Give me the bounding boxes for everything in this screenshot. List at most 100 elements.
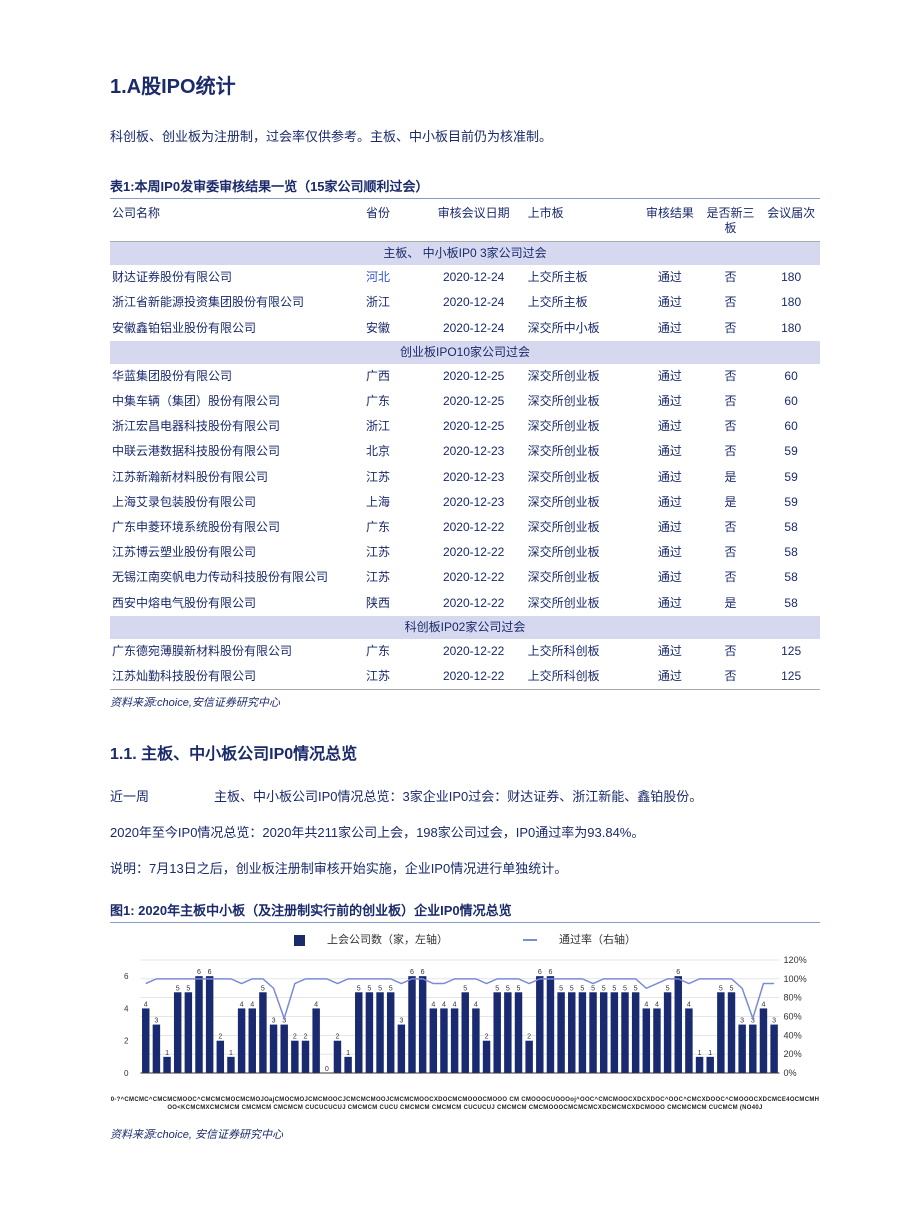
col-board: 上市板	[526, 202, 641, 242]
svg-text:5: 5	[591, 986, 595, 993]
svg-text:6: 6	[410, 970, 414, 977]
svg-text:5: 5	[389, 986, 393, 993]
para-1: 近一周 主板、中小板公司IP0情况总览：3家企业IP0过会：财达证券、浙江新能、…	[110, 784, 820, 810]
svg-text:0: 0	[124, 1069, 129, 1078]
svg-text:2: 2	[304, 1034, 308, 1041]
svg-text:6: 6	[548, 970, 552, 977]
table-row: 广东德宛薄膜新材料股份有限公司广东2020-12-22上交所科创板通过否125	[110, 639, 820, 664]
para-2: 2020年至今IP0情况总览：2020年共211家公司上会，198家公司过会，I…	[110, 820, 820, 846]
svg-text:5: 5	[261, 986, 265, 993]
legend-bar-icon	[294, 935, 305, 946]
svg-text:0%: 0%	[783, 1068, 796, 1078]
svg-text:5: 5	[495, 986, 499, 993]
svg-text:2: 2	[335, 1034, 339, 1041]
svg-text:5: 5	[730, 986, 734, 993]
legend-line-label: 通过率（右轴）	[559, 934, 636, 946]
svg-text:5: 5	[634, 986, 638, 993]
table-row: 浙江省新能源投资集团股份有限公司浙江2020-12-24上交所主板通过否180	[110, 290, 820, 315]
chart-source: 资料来源:choice, 安信证券研究中心	[110, 1126, 820, 1142]
svg-text:6: 6	[124, 973, 129, 982]
section-header: 创业板IPO10家公司过会	[110, 341, 820, 364]
col-newthird: 是否新三板	[699, 202, 762, 242]
svg-text:5: 5	[506, 986, 510, 993]
svg-text:4: 4	[250, 1002, 254, 1009]
svg-text:100%: 100%	[783, 974, 806, 984]
legend-line-icon	[523, 939, 537, 941]
legend-bar-label: 上会公司数（家，左轴）	[327, 934, 448, 946]
table-header-row: 公司名称 省份 审核会议日期 上市板 审核结果 是否新三板 会议届次	[110, 202, 820, 242]
svg-text:5: 5	[623, 986, 627, 993]
svg-text:4: 4	[124, 1005, 129, 1014]
svg-text:6: 6	[538, 970, 542, 977]
section-header: 主板、 中小板IP0 3家公司过会	[110, 241, 820, 265]
page-title: 1.A股IPO统计	[110, 70, 820, 99]
chart-area: 0%20%40%60%80%100%120%024643155662144533…	[110, 955, 820, 1085]
svg-text:1: 1	[698, 1050, 702, 1057]
svg-text:5: 5	[367, 986, 371, 993]
svg-text:4: 4	[761, 1002, 765, 1009]
svg-text:5: 5	[559, 986, 563, 993]
svg-text:4: 4	[644, 1002, 648, 1009]
table-row: 华蓝集团股份有限公司广西2020-12-25深交所创业板通过否60	[110, 364, 820, 389]
table-row: 浙江宏昌电器科技股份有限公司浙江2020-12-25深交所创业板通过否60	[110, 414, 820, 439]
table-row: 广东申菱环境系统股份有限公司广东2020-12-22深交所创业板通过否58	[110, 515, 820, 540]
svg-text:5: 5	[186, 986, 190, 993]
svg-text:5: 5	[602, 986, 606, 993]
svg-text:4: 4	[144, 1002, 148, 1009]
svg-text:4: 4	[314, 1002, 318, 1009]
table-row: 上海艾录包装股份有限公司上海2020-12-23深交所创业板通过是59	[110, 490, 820, 515]
svg-text:5: 5	[612, 986, 616, 993]
svg-text:4: 4	[240, 1002, 244, 1009]
svg-text:3: 3	[154, 1018, 158, 1025]
col-result: 审核结果	[641, 202, 699, 242]
col-session: 会议届次	[762, 202, 820, 242]
table-source: 资料来源:choice,安信证券研究中心	[110, 694, 820, 710]
col-company: 公司名称	[110, 202, 364, 242]
svg-text:4: 4	[687, 1002, 691, 1009]
svg-text:3: 3	[272, 1018, 276, 1025]
table-row: 江苏新瀚新材料股份有限公司江苏2020-12-23深交所创业板通过是59	[110, 465, 820, 490]
svg-text:1: 1	[346, 1050, 350, 1057]
subheading: 1.1. 主板、中小板公司IP0情况总览	[110, 740, 820, 764]
svg-text:5: 5	[719, 986, 723, 993]
svg-text:5: 5	[176, 986, 180, 993]
svg-text:2: 2	[124, 1037, 129, 1046]
table-row: 西安中熔电气股份有限公司陕西2020-12-22深交所创业板通过是58	[110, 591, 820, 616]
svg-text:120%: 120%	[783, 955, 806, 965]
svg-text:4: 4	[431, 1002, 435, 1009]
svg-text:1: 1	[165, 1050, 169, 1057]
svg-text:2: 2	[527, 1034, 531, 1041]
svg-text:6: 6	[421, 970, 425, 977]
svg-text:40%: 40%	[783, 1031, 801, 1041]
svg-text:1: 1	[229, 1050, 233, 1057]
chart-legend: 上会公司数（家，左轴） 通过率（右轴）	[110, 931, 820, 947]
svg-text:5: 5	[666, 986, 670, 993]
svg-text:2: 2	[485, 1034, 489, 1041]
svg-text:4: 4	[442, 1002, 446, 1009]
svg-text:5: 5	[517, 986, 521, 993]
svg-text:6: 6	[676, 970, 680, 977]
svg-text:5: 5	[570, 986, 574, 993]
table-row: 中集车辆（集团）股份有限公司广东2020-12-25深交所创业板通过否60	[110, 389, 820, 414]
table-row: 江苏博云塑业股份有限公司江苏2020-12-22深交所创业板通过否58	[110, 540, 820, 565]
table1-title: 表1:本周IP0发审委审核结果一览（15家公司顺利过会）	[110, 176, 820, 199]
para-3: 说明：7月13日之后，创业板注册制审核开始实施，企业IP0情况进行单独统计。	[110, 856, 820, 882]
svg-text:20%: 20%	[783, 1050, 801, 1060]
svg-text:80%: 80%	[783, 993, 801, 1003]
col-date: 审核会议日期	[422, 202, 526, 242]
x-axis-labels: 0-?^CMCMC^CMCMCMOOC^CMCMCMOCMCMOJOajCMOC…	[110, 1097, 820, 1111]
svg-text:0: 0	[325, 1066, 329, 1073]
svg-text:2: 2	[218, 1034, 222, 1041]
table-row: 江苏灿勤科技股份有限公司江苏2020-12-22上交所科创板通过否125	[110, 664, 820, 690]
svg-text:6: 6	[197, 970, 201, 977]
svg-text:3: 3	[772, 1018, 776, 1025]
svg-text:5: 5	[463, 986, 467, 993]
svg-text:5: 5	[357, 986, 361, 993]
svg-text:5: 5	[580, 986, 584, 993]
chart-title: 图1: 2020年主板中小板（及注册制实行前的创业板）企业IP0情况总览	[110, 900, 820, 923]
svg-text:6: 6	[208, 970, 212, 977]
svg-text:1: 1	[708, 1050, 712, 1057]
svg-text:4: 4	[655, 1002, 659, 1009]
svg-text:3: 3	[740, 1018, 744, 1025]
col-province: 省份	[364, 202, 422, 242]
